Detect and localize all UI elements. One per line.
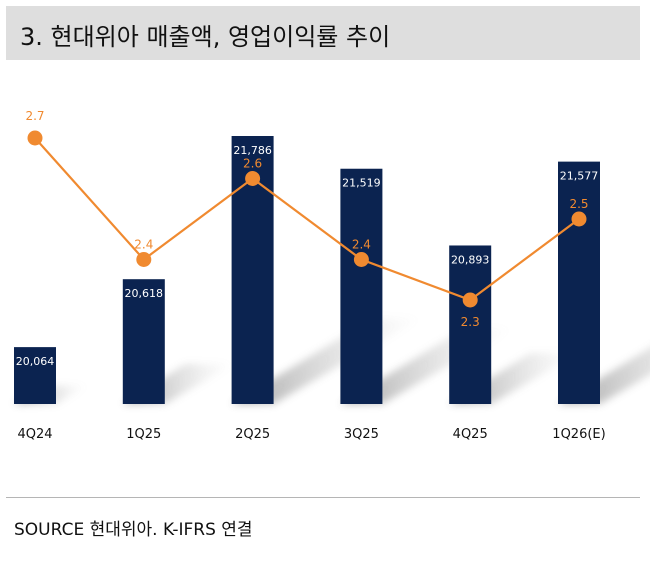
bar-value-label: 21,519 — [342, 177, 381, 190]
margin-point — [353, 252, 369, 267]
margin-point — [245, 171, 261, 186]
bar-revenue-1q25 — [122, 279, 165, 404]
margin-point — [571, 211, 587, 227]
bar-revenue-3q25 — [340, 168, 383, 404]
bar-value-label: 21,786 — [233, 144, 272, 157]
margin-point — [136, 252, 152, 267]
bar-value-label: 21,577 — [560, 170, 599, 183]
bar-revenue-4q25 — [449, 245, 492, 404]
bar-value-label: 20,893 — [451, 253, 490, 266]
margin-line — [34, 137, 580, 302]
bar-value-label: 20,618 — [125, 287, 164, 300]
bar-revenue-1q26e — [558, 161, 600, 404]
x-tick-label: 3Q25 — [344, 427, 379, 442]
title-bar: 3. 현대위아 매출액, 영업이익률 추이 — [6, 6, 640, 60]
margin-value-label: 2.4 — [134, 238, 153, 252]
source-note: SOURCE 현대위아. K-IFRS 연결 — [14, 520, 253, 540]
margin-point — [462, 292, 478, 308]
bar-shadow — [558, 347, 650, 404]
bar-revenue-4q24 — [14, 347, 56, 404]
margin-value-label: 2.4 — [352, 238, 371, 252]
divider — [6, 497, 640, 498]
x-tick-label: 4Q24 — [17, 427, 52, 442]
x-tick-label: 1Q26(E) — [552, 427, 605, 442]
x-tick-label: 2Q25 — [235, 427, 270, 442]
margin-point — [27, 130, 43, 146]
chart-title: 3. 현대위아 매출액, 영업이익률 추이 — [20, 23, 391, 51]
margin-value-label: 2.7 — [25, 109, 44, 123]
x-tick-label: 1Q25 — [126, 427, 161, 442]
margin-value-label: 2.3 — [461, 315, 480, 329]
bar-value-label: 20,064 — [16, 355, 55, 368]
margin-value-label: 2.6 — [243, 157, 262, 171]
x-tick-label: 4Q25 — [453, 427, 488, 442]
margin-value-label: 2.5 — [569, 197, 588, 211]
chart: 20,064 20,618 21,786 21,519 20,893 21,577 2.7… — [14, 109, 650, 442]
